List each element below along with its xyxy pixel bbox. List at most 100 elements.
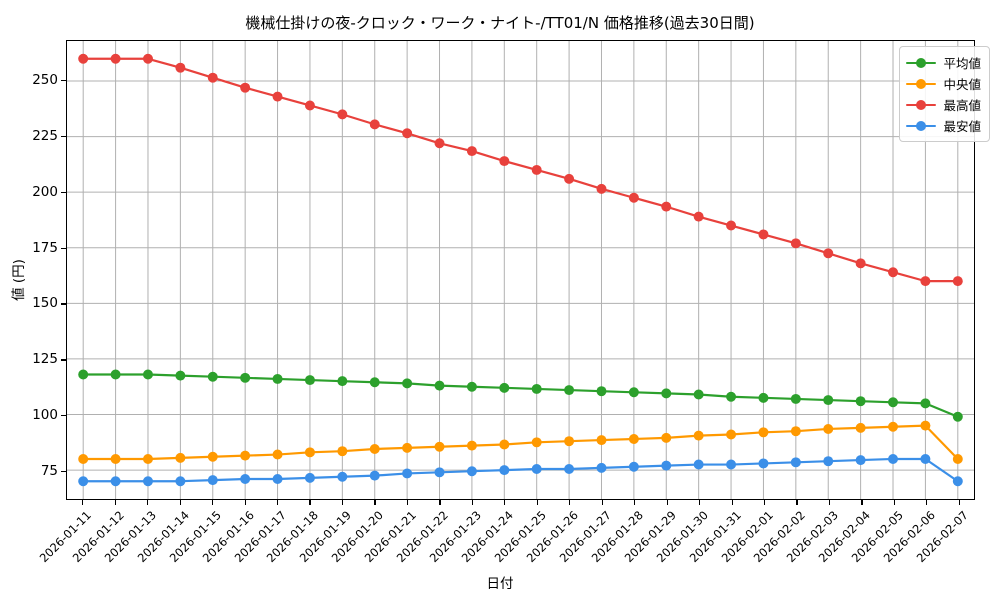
chart-legend: 平均値中央値最高値 最安値 <box>899 46 990 142</box>
data-point-marker <box>564 436 575 447</box>
data-point-marker <box>369 377 380 388</box>
y-tick-label: 75 <box>40 462 58 479</box>
series-4 <box>78 454 963 487</box>
y-tick-label: 125 <box>32 351 58 368</box>
y-tick-label: 250 <box>32 72 58 89</box>
data-point-marker <box>531 464 542 474</box>
data-point-marker <box>952 276 963 287</box>
data-point-marker <box>369 470 380 481</box>
data-point-marker <box>790 393 801 404</box>
data-point-marker <box>920 276 931 287</box>
data-point-marker <box>823 395 834 406</box>
data-point-marker <box>693 211 704 222</box>
y-tick-mark <box>61 470 66 473</box>
data-point-marker <box>110 476 121 487</box>
y-tick-mark <box>61 303 66 305</box>
data-point-marker <box>240 372 251 383</box>
series-line <box>82 373 959 418</box>
data-point-marker <box>110 369 121 380</box>
data-point-marker <box>110 53 121 64</box>
data-point-marker <box>823 423 834 434</box>
data-point-marker <box>790 238 801 249</box>
data-point-marker <box>142 454 153 464</box>
data-point-marker <box>337 109 348 120</box>
data-point-marker <box>693 459 704 470</box>
x-tick-mark <box>958 500 960 505</box>
data-point-marker <box>888 397 899 408</box>
data-point-marker <box>466 146 477 157</box>
x-tick-mark <box>439 500 441 505</box>
x-tick-mark <box>796 500 798 505</box>
data-point-marker <box>499 382 510 393</box>
x-tick-mark <box>634 500 636 505</box>
data-point-marker <box>466 381 477 392</box>
data-point-marker <box>726 391 737 402</box>
data-point-marker <box>207 451 218 462</box>
x-tick-mark <box>504 500 506 505</box>
data-point-marker <box>272 91 283 102</box>
data-point-marker <box>499 465 510 476</box>
data-point-marker <box>596 435 607 446</box>
data-point-marker <box>564 385 575 396</box>
data-point-marker <box>337 376 348 387</box>
x-tick-mark <box>406 500 409 505</box>
x-tick-mark <box>536 500 538 505</box>
data-point-marker <box>499 439 510 450</box>
data-point-marker <box>369 119 380 130</box>
x-tick-mark <box>82 500 84 505</box>
legend-item[interactable]: 中央値 <box>906 73 981 94</box>
data-point-marker <box>466 440 477 451</box>
y-tick-mark <box>61 359 66 361</box>
data-point-marker <box>855 422 866 433</box>
data-point-marker <box>661 460 672 471</box>
legend-marker-icon <box>906 98 937 112</box>
data-point-marker <box>369 444 380 454</box>
y-tick-label: 150 <box>32 295 58 312</box>
data-point-marker <box>726 459 737 470</box>
data-point-marker <box>402 378 413 389</box>
y-tick-label: 100 <box>32 407 58 424</box>
data-point-marker <box>758 427 769 438</box>
data-point-marker <box>240 82 251 93</box>
data-point-marker <box>207 475 218 486</box>
data-point-marker <box>823 248 834 259</box>
y-tick-mark <box>61 415 66 417</box>
data-point-marker <box>142 369 153 380</box>
data-point-marker <box>920 454 931 464</box>
y-axis-ticks: 75 100 125 150 175 200 225 250 <box>0 40 1000 500</box>
series-line <box>82 424 959 461</box>
data-point-marker <box>434 138 445 149</box>
series-line <box>82 57 959 283</box>
y-tick-mark <box>61 247 66 249</box>
series-1 <box>78 369 963 422</box>
data-point-marker <box>337 471 348 482</box>
legend-label: 中央値 <box>943 77 981 92</box>
x-tick-mark <box>893 500 896 505</box>
data-point-marker <box>304 447 315 458</box>
data-point-marker <box>564 464 575 474</box>
data-point-marker <box>952 411 963 422</box>
legend-label: 平均値 <box>943 56 981 71</box>
data-point-marker <box>888 454 899 464</box>
legend-item[interactable]: 最高値 <box>906 94 981 115</box>
data-point-marker <box>952 476 963 487</box>
legend-item[interactable]: 平均値 <box>906 52 981 73</box>
data-point-marker <box>175 370 186 381</box>
y-tick-label: 175 <box>32 239 58 256</box>
data-point-marker <box>499 156 510 167</box>
x-axis-ticks: 2026-01-11 2026-01-12 2026-01-13 2026-01-14… <box>0 500 1000 580</box>
x-tick-mark <box>569 500 571 505</box>
data-point-marker <box>531 164 542 175</box>
data-point-marker <box>596 183 607 194</box>
data-point-marker <box>240 474 251 484</box>
data-point-marker <box>693 430 704 441</box>
chart-title: 機械仕掛けの夜-クロック・ワーク・ナイト-/TT01/N 価格推移(過去30日間… <box>245 14 755 32</box>
data-point-marker <box>466 466 477 477</box>
data-point-marker <box>564 173 575 184</box>
legend-item[interactable]: 最安値 <box>906 115 981 136</box>
x-tick-mark <box>828 500 831 505</box>
x-tick-mark <box>699 500 701 505</box>
x-tick-mark <box>861 500 863 505</box>
data-point-marker <box>531 437 542 448</box>
x-tick-mark <box>114 500 116 505</box>
